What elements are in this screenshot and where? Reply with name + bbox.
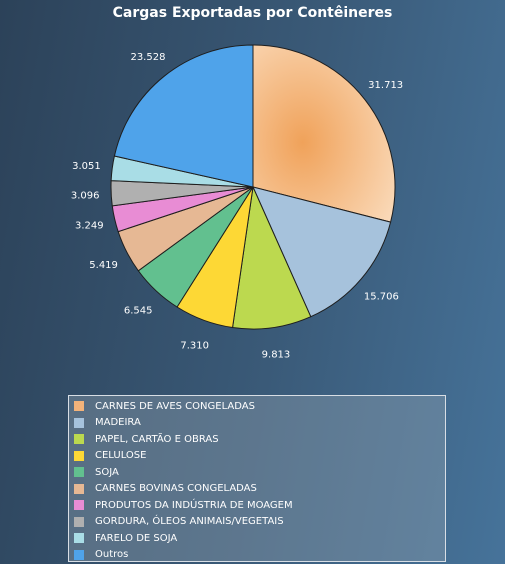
legend-label: CARNES DE AVES CONGELADAS xyxy=(95,400,255,412)
legend-item: FARELO DE SOJA xyxy=(69,530,445,547)
legend-item: Outros xyxy=(69,547,445,564)
chart-legend: CARNES DE AVES CONGELADAS MADEIRA PAPEL, C… xyxy=(68,395,446,562)
legend-item: PAPEL, CARTÃO E OBRAS xyxy=(69,431,445,448)
legend-swatch xyxy=(74,401,84,412)
slice-value-label: 31.713 xyxy=(368,80,403,91)
legend-label: CARNES BOVINAS CONGELADAS xyxy=(95,483,257,495)
slice-value-label: 5.419 xyxy=(89,260,118,271)
slice-value-label: 9.813 xyxy=(262,349,291,360)
legend-label: CELULOSE xyxy=(95,450,147,462)
legend-label: FARELO DE SOJA xyxy=(95,532,178,544)
slice-value-label: 23.528 xyxy=(130,52,165,63)
legend-item: CELULOSE xyxy=(69,448,445,465)
legend-label: PRODUTOS DA INDÚSTRIA DE MOAGEM xyxy=(95,499,293,511)
legend-item: CARNES BOVINAS CONGELADAS xyxy=(69,481,445,498)
legend-label: SOJA xyxy=(95,466,119,478)
legend-item: PRODUTOS DA INDÚSTRIA DE MOAGEM xyxy=(69,497,445,514)
legend-swatch xyxy=(74,549,84,560)
legend-item: SOJA xyxy=(69,464,445,481)
slice-value-label: 3.249 xyxy=(75,221,104,232)
legend-item: MADEIRA xyxy=(69,415,445,432)
pie-slice[interactable] xyxy=(252,186,392,318)
legend-swatch xyxy=(74,533,84,544)
legend-swatch xyxy=(74,450,84,461)
pie-slice[interactable] xyxy=(252,44,396,223)
legend-label: MADEIRA xyxy=(95,417,141,429)
chart-title: Cargas Exportadas por Contêineres xyxy=(112,5,393,21)
legend-swatch xyxy=(74,417,84,428)
legend-item: GORDURA, ÓLEOS ANIMAIS/VEGETAIS xyxy=(69,514,445,531)
legend-swatch xyxy=(74,434,84,445)
pie-slice[interactable] xyxy=(113,44,254,188)
slice-value-label: 3.051 xyxy=(72,161,101,172)
slice-value-label: 7.310 xyxy=(180,341,209,352)
slice-value-label: 6.545 xyxy=(124,306,153,317)
legend-swatch xyxy=(74,516,84,527)
legend-swatch xyxy=(74,467,84,478)
legend-swatch xyxy=(74,500,84,511)
slice-value-label: 3.096 xyxy=(71,190,100,201)
slice-value-label: 15.706 xyxy=(364,291,399,302)
pie-slice[interactable] xyxy=(231,185,312,330)
legend-label: GORDURA, ÓLEOS ANIMAIS/VEGETAIS xyxy=(95,516,284,528)
pie-chart: 31.713 15.706 9.813 7.310 6.545 5.419 3.249 3.0… xyxy=(71,44,403,360)
legend-label: PAPEL, CARTÃO E OBRAS xyxy=(95,433,219,445)
legend-label: Outros xyxy=(95,549,129,561)
legend-swatch xyxy=(74,483,84,494)
legend-item: CARNES DE AVES CONGELADAS xyxy=(69,398,445,415)
